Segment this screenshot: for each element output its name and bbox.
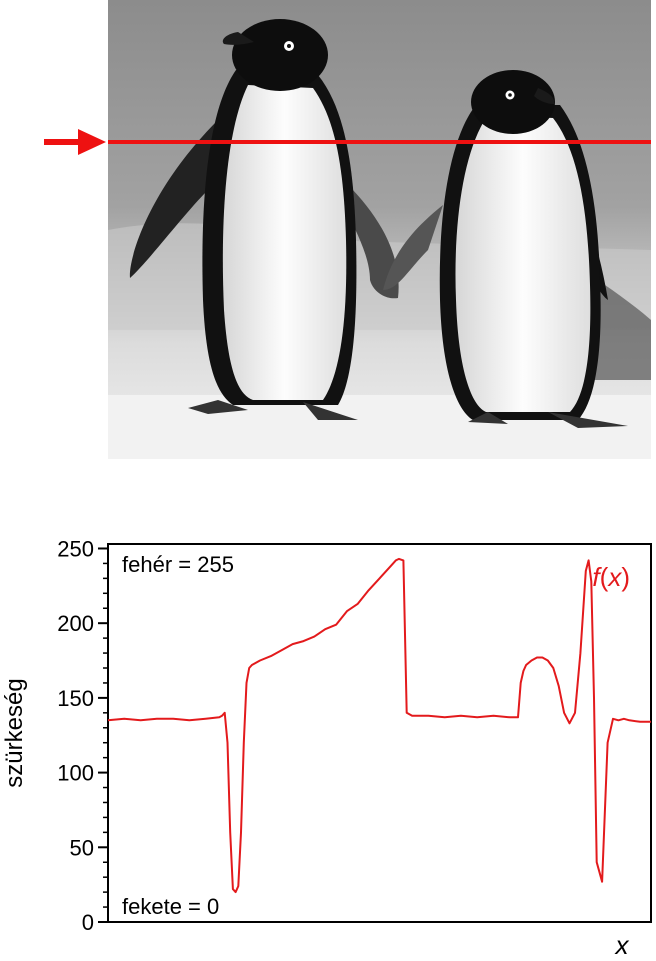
left-penguin <box>129 19 399 420</box>
penguin-photo <box>108 0 651 459</box>
y-tick-label: 50 <box>70 835 94 860</box>
scanline-arrow-icon <box>44 129 106 155</box>
right-penguin <box>383 70 628 428</box>
y-tick-label: 150 <box>57 686 94 711</box>
penguin-photo-image <box>108 0 651 459</box>
y-tick-label: 200 <box>57 611 94 636</box>
y-axis-label: szürkeség <box>1 678 28 787</box>
grayscale-profile-chart: 0 50 100 150 200 250 szürkeség x fehér = 255 … <box>0 520 656 960</box>
annotation-white: fehér = 255 <box>122 552 234 577</box>
plot-frame <box>107 543 652 923</box>
series-label: f(x) <box>592 562 630 592</box>
y-tick-label: 100 <box>57 761 94 786</box>
x-axis-label: x <box>614 930 630 956</box>
y-tick-label: 0 <box>82 910 94 935</box>
y-axis-ticks: 0 50 100 150 200 250 <box>57 536 108 935</box>
annotation-black: fekete = 0 <box>122 894 219 919</box>
series-line-f-x <box>107 557 651 894</box>
y-tick-label: 250 <box>57 536 94 561</box>
